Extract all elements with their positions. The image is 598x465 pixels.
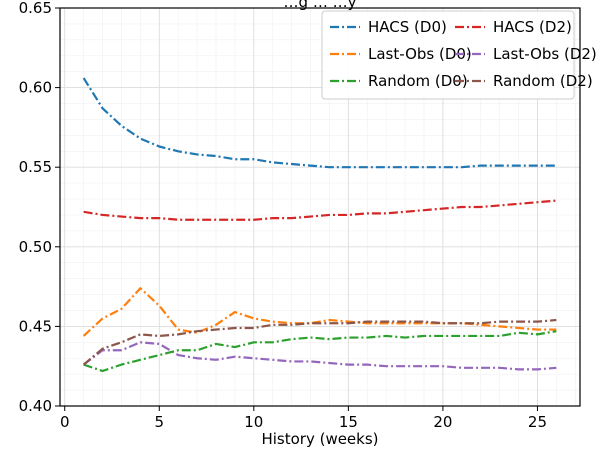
x-tick-label: 15 bbox=[339, 413, 358, 431]
series-line-3 bbox=[82, 341, 557, 371]
legend-label: Last-Obs (D0) bbox=[368, 45, 472, 63]
y-tick-label: 0.60 bbox=[19, 79, 52, 97]
x-tick-label: 20 bbox=[433, 413, 452, 431]
legend-frame bbox=[321, 10, 575, 100]
series-line-1 bbox=[83, 199, 557, 221]
legend-label: HACS (D2) bbox=[493, 18, 572, 36]
legend: HACS (D0) Last-Obs (D0) Random (D0) HACS (D… bbox=[321, 10, 597, 100]
series-layer bbox=[82, 77, 557, 373]
y-tick-label: 0.55 bbox=[19, 158, 52, 176]
y-tick-label: 0.40 bbox=[19, 397, 52, 415]
legend-label: Random (D2) bbox=[493, 72, 593, 90]
x-axis-title: History (weeks) bbox=[261, 430, 378, 448]
y-tick-label: 0.65 bbox=[19, 0, 52, 17]
x-tick-label: 5 bbox=[154, 413, 164, 431]
x-tick-label: 10 bbox=[244, 413, 263, 431]
y-tick-label: 0.45 bbox=[19, 317, 52, 335]
series-line-2 bbox=[82, 287, 557, 337]
series-line-5 bbox=[82, 318, 557, 366]
series-line-0 bbox=[82, 77, 557, 169]
x-tick-label: 0 bbox=[60, 413, 70, 431]
y-tick-label: 0.50 bbox=[19, 238, 52, 256]
series-line-4 bbox=[83, 330, 557, 373]
legend-label: Random (D0) bbox=[368, 72, 468, 90]
legend-label: Last-Obs (D2) bbox=[493, 45, 597, 63]
x-tick-label: 25 bbox=[528, 413, 547, 431]
plot-frame bbox=[59, 7, 581, 407]
legend-label: HACS (D0) bbox=[368, 18, 447, 36]
axes: 0 5 10 15 20 25 0.40 0.45 0.50 0.55 0.60 0.65 bbox=[19, 0, 547, 431]
chart-title: …g … …y bbox=[284, 0, 357, 11]
